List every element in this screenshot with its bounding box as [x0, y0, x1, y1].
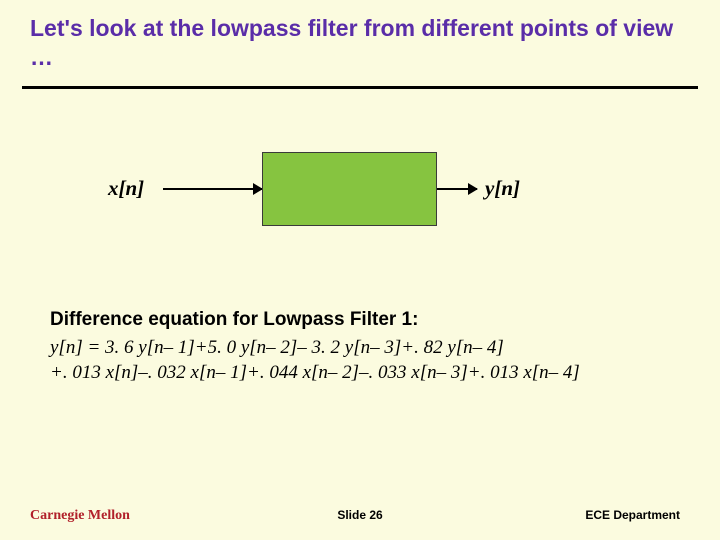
equation-line-2: +. 013 x[n]–. 032 x[n– 1]+. 044 x[n– 2]–…: [50, 360, 670, 386]
title-rule: [22, 86, 698, 89]
department-label: ECE Department: [585, 508, 680, 522]
input-signal-label: x[n]: [108, 176, 144, 201]
output-signal-label: y[n]: [485, 176, 520, 201]
input-arrow: [163, 188, 262, 190]
equation-heading: Difference equation for Lowpass Filter 1…: [50, 309, 670, 331]
equation-line-1: y[n] = 3. 6 y[n– 1]+5. 0 y[n– 2]– 3. 2 y…: [50, 335, 670, 361]
filter-block: [262, 152, 437, 226]
equation-section: Difference equation for Lowpass Filter 1…: [0, 309, 720, 386]
output-arrow: [437, 188, 477, 190]
block-diagram: x[n] y[n]: [0, 144, 720, 254]
footer: Carnegie Mellon Slide 26 ECE Department: [0, 500, 720, 524]
slide-title: Let's look at the lowpass filter from di…: [0, 0, 720, 82]
